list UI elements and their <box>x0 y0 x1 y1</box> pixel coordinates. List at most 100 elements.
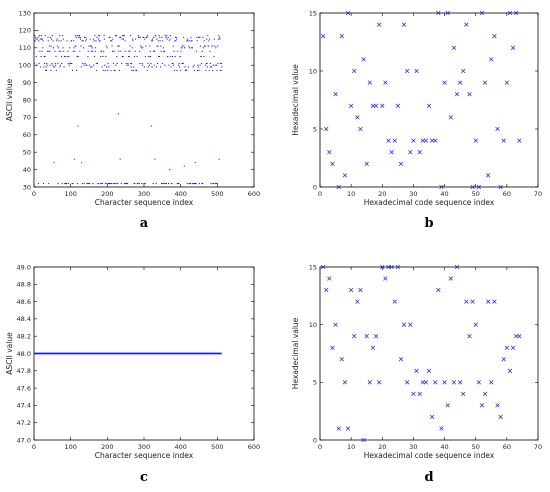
data-point <box>218 36 221 38</box>
data-point <box>109 36 111 38</box>
data-point <box>395 103 401 108</box>
data-point <box>215 182 217 185</box>
data-point <box>87 50 89 52</box>
data-point <box>127 64 129 66</box>
data-point <box>87 55 89 58</box>
data-point <box>48 45 50 47</box>
data-point <box>197 64 199 66</box>
data-point <box>106 47 108 49</box>
data-point <box>34 35 36 37</box>
data-point <box>58 47 60 49</box>
data-point <box>200 55 202 58</box>
data-point <box>209 50 211 52</box>
data-point <box>162 182 164 185</box>
data-point <box>122 55 124 58</box>
data-point <box>210 66 212 68</box>
data-point <box>149 50 151 52</box>
data-point <box>205 69 207 71</box>
data-point <box>507 368 513 373</box>
data-point <box>358 126 363 132</box>
data-point <box>118 69 120 71</box>
data-point <box>433 380 438 385</box>
data-point <box>99 40 101 42</box>
data-point <box>467 92 472 97</box>
data-point <box>401 322 407 327</box>
data-point <box>436 10 441 16</box>
data-point <box>108 182 111 185</box>
data-point <box>100 50 103 52</box>
data-point <box>398 357 404 362</box>
data-point <box>83 64 85 66</box>
data-point <box>457 80 463 85</box>
data-point <box>517 138 522 143</box>
data-point <box>210 66 213 68</box>
data-point <box>215 47 217 49</box>
data-point <box>99 182 101 185</box>
data-point <box>367 380 372 385</box>
y-tick-label: 48.6 <box>17 298 31 306</box>
x-tick-label: 20 <box>378 190 386 198</box>
data-point <box>47 36 49 38</box>
data-point <box>194 182 196 185</box>
data-point <box>85 38 87 40</box>
data-point <box>137 182 139 185</box>
data-point <box>58 40 60 42</box>
data-point <box>213 38 215 40</box>
data-point <box>501 138 506 143</box>
data-point <box>149 45 151 47</box>
data-point <box>386 138 391 143</box>
data-point <box>97 182 99 185</box>
data-point <box>514 10 519 16</box>
data-point <box>161 36 163 38</box>
data-point <box>140 45 142 47</box>
data-point <box>504 80 510 85</box>
data-point <box>492 34 497 39</box>
data-point <box>221 66 223 68</box>
data-point <box>205 62 207 65</box>
y-tick-label: 47.6 <box>17 384 31 392</box>
data-point <box>79 36 81 38</box>
x-tick-label: 60 <box>503 190 511 198</box>
data-point <box>208 40 210 42</box>
data-point <box>218 158 220 160</box>
data-point <box>461 391 466 397</box>
data-point <box>121 38 123 40</box>
data-point <box>51 62 53 65</box>
data-point <box>197 66 199 68</box>
data-point <box>80 38 82 40</box>
data-point <box>339 357 344 362</box>
data-point <box>159 40 161 42</box>
data-point <box>219 38 221 40</box>
data-point <box>139 50 141 52</box>
data-point <box>34 40 36 42</box>
data-point <box>169 169 171 171</box>
data-point <box>36 64 38 66</box>
data-point <box>150 62 152 65</box>
data-point <box>152 40 154 42</box>
data-point <box>88 64 90 66</box>
data-point <box>66 182 68 185</box>
data-point <box>73 40 75 42</box>
data-point <box>179 55 181 58</box>
data-point <box>193 64 195 66</box>
data-point <box>361 57 366 62</box>
data-point <box>33 62 35 65</box>
data-point <box>171 182 173 185</box>
data-point <box>168 64 170 66</box>
data-point <box>188 45 190 47</box>
x-tick-label: 600 <box>248 190 260 198</box>
data-point <box>361 437 366 443</box>
y-tick-label: 0 <box>313 436 317 444</box>
x-tick-label: 300 <box>138 190 150 198</box>
data-point <box>395 264 401 270</box>
data-point <box>119 36 122 38</box>
data-point <box>364 161 369 166</box>
data-point <box>116 62 118 65</box>
data-point <box>111 45 113 47</box>
data-point <box>128 55 130 58</box>
data-point <box>69 47 71 49</box>
data-point <box>138 36 140 38</box>
plot-frame <box>319 12 539 188</box>
data-point <box>199 45 202 47</box>
y-tick-label: 130 <box>19 9 31 17</box>
